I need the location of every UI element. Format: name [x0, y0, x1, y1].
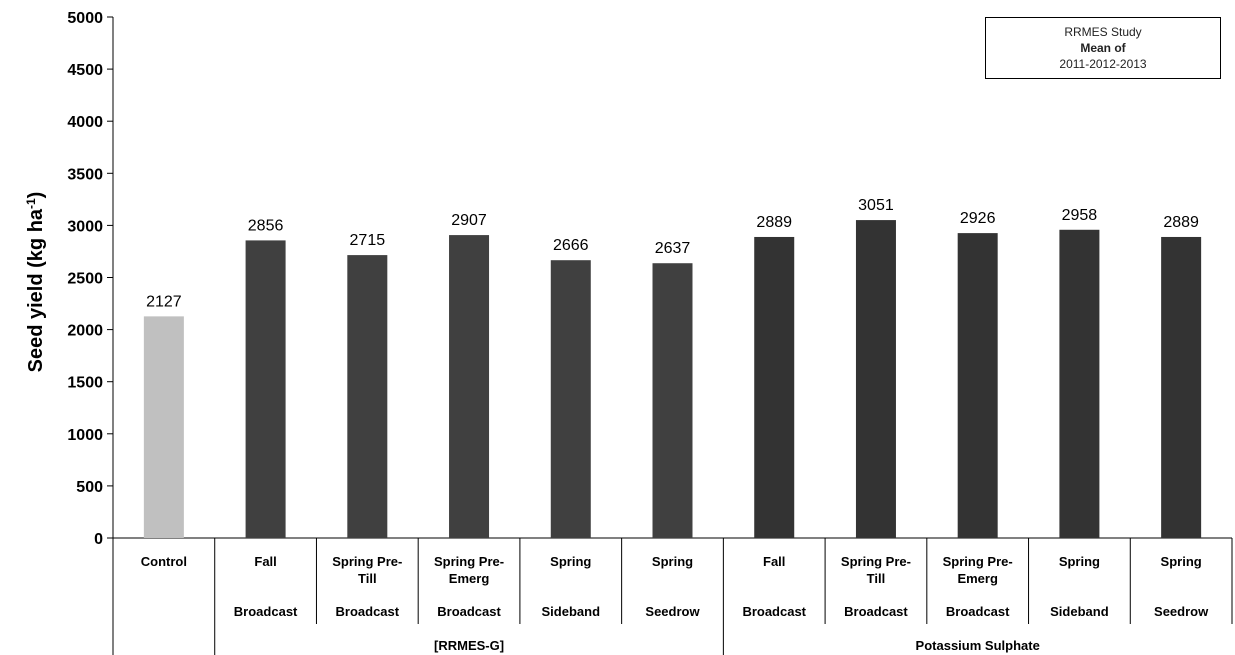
category-label-line1: Fall	[254, 554, 276, 569]
category-label-line3: Broadcast	[946, 604, 1010, 619]
bar	[1161, 236, 1202, 539]
category-label-line3: Broadcast	[234, 604, 298, 619]
bar	[1059, 229, 1100, 538]
category-label-line3: Broadcast	[336, 604, 400, 619]
bar	[143, 316, 184, 538]
category-label-line2: Till	[867, 571, 886, 586]
bar	[855, 220, 896, 538]
category-label-line1: Spring Pre-	[841, 554, 911, 569]
y-ticks: 0 500 1000 1500 2000 2500 3000 3500 4000 4500 5000	[67, 10, 113, 548]
category-label-line1: Spring	[1161, 554, 1202, 569]
category-label-line3: Broadcast	[742, 604, 806, 619]
data-label: 2715	[350, 232, 386, 249]
bar	[754, 236, 795, 539]
category-label-line2: Till	[358, 571, 377, 586]
y-tick-label: 2500	[67, 271, 103, 288]
category-label-line3: Broadcast	[437, 604, 501, 619]
y-tick-label: 0	[94, 531, 103, 548]
y-tick-label: 4000	[67, 114, 103, 131]
category-label-line1: Fall	[763, 554, 785, 569]
y-axis-label-sup: -1	[24, 198, 38, 209]
data-label: 2637	[655, 240, 691, 257]
category-label-line1: Spring	[1059, 554, 1100, 569]
data-label: 2666	[553, 237, 589, 254]
y-axis-label: Seed yield (kg ha-1)	[24, 192, 47, 373]
y-axis-label-close: )	[25, 192, 47, 199]
legend-line-study: RRMES Study	[1064, 25, 1142, 39]
y-tick-label: 500	[76, 479, 103, 496]
y-axis-label-main: Seed yield (kg ha	[25, 208, 47, 372]
data-label: 2958	[1062, 207, 1098, 224]
category-label-line3: Sideband	[542, 604, 601, 619]
category-labels: Control Fall Broadcast Spring Pre- Till Broad…	[141, 538, 1233, 655]
y-tick-label: 5000	[67, 10, 103, 27]
category-label-line2: Emerg	[957, 571, 998, 586]
data-label: 3051	[858, 197, 894, 214]
y-tick-label: 1500	[67, 375, 103, 392]
bar	[245, 240, 286, 539]
data-label: 2856	[248, 217, 284, 234]
category-label-line3: Broadcast	[844, 604, 908, 619]
bar	[652, 263, 693, 538]
category-label-line2: Emerg	[449, 571, 490, 586]
data-label: 2889	[756, 214, 792, 231]
category-label-line1: Spring	[550, 554, 591, 569]
legend-line-mean: Mean of	[1080, 41, 1126, 55]
y-tick-label: 1000	[67, 427, 103, 444]
group-label: Potassium Sulphate	[916, 638, 1040, 653]
y-tick-label: 3000	[67, 218, 103, 235]
data-label: 2127	[146, 293, 182, 310]
group-label: [RRMES-G]	[434, 638, 504, 653]
bar	[449, 235, 490, 538]
category-label-line1: Spring Pre-	[332, 554, 402, 569]
category-label-line1: Spring	[652, 554, 693, 569]
legend-box: RRMES Study Mean of 2011-2012-2013	[985, 17, 1221, 79]
category-label-line1: Spring Pre-	[943, 554, 1013, 569]
category-label-line1: Control	[141, 554, 187, 569]
y-tick-label: 4500	[67, 62, 103, 79]
y-tick-label: 2000	[67, 323, 103, 340]
legend-line-years: 2011-2012-2013	[1059, 57, 1147, 71]
bar	[957, 233, 998, 539]
category-label-line3: Sideband	[1050, 604, 1109, 619]
value-labels: 2127 2856 2715 2907 2666 2637 2889 3051 2926 2958…	[146, 197, 1199, 310]
category-label-line3: Seedrow	[645, 604, 700, 619]
data-label: 2907	[451, 212, 487, 229]
bar	[347, 255, 388, 539]
category-label-line3: Seedrow	[1154, 604, 1209, 619]
category-label-line1: Spring Pre-	[434, 554, 504, 569]
data-label: 2926	[960, 210, 996, 227]
bar	[550, 260, 591, 538]
y-tick-label: 3500	[67, 166, 103, 183]
data-label: 2889	[1163, 214, 1199, 231]
bars	[143, 220, 1202, 539]
